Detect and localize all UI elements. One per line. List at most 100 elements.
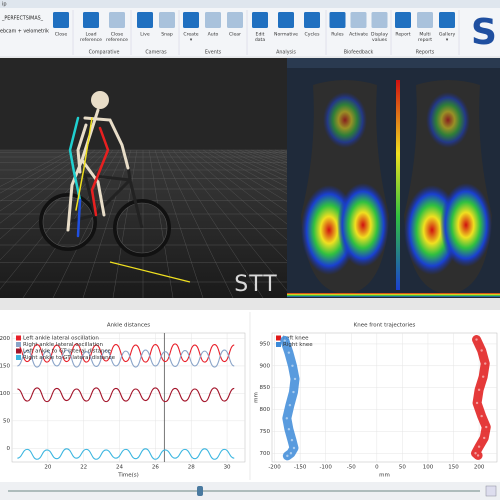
y-tick-label: 50 — [3, 418, 10, 424]
button-label: ▾ — [190, 38, 193, 43]
toolbar-button[interactable] — [137, 12, 153, 28]
logo: S — [471, 12, 497, 53]
button-label: Multi — [419, 32, 430, 38]
button-label: Normative — [274, 32, 298, 38]
speed-button[interactable] — [485, 485, 497, 497]
floor-line — [0, 149, 96, 224]
x-tick-label: 0 — [375, 465, 379, 471]
floor-line — [160, 149, 234, 299]
y-tick-label: 850 — [260, 385, 271, 391]
toolbar-button[interactable] — [53, 12, 69, 28]
legend-label: Left ankle to GT lateral distance — [23, 349, 112, 355]
trajectory-point — [283, 339, 286, 342]
floor-line — [0, 149, 78, 194]
floor-line — [52, 149, 126, 299]
legend-label: Left ankle lateral oscillation — [23, 336, 99, 342]
trajectory-point — [287, 428, 291, 431]
toolbar-button[interactable] — [350, 12, 367, 28]
y-tick-label: 700 — [260, 451, 271, 457]
group-label: Events — [205, 50, 222, 56]
toolbar-button[interactable] — [395, 12, 411, 28]
toolbar-button[interactable] — [159, 12, 175, 28]
toolbar-button[interactable] — [417, 12, 433, 28]
toolbar-groups: Close LoadreferenceClosereferenceComparat… — [53, 10, 460, 56]
button-label: Create — [183, 32, 198, 38]
trajectory-point — [476, 454, 480, 457]
trajectory-point — [291, 364, 294, 367]
toolbar-button[interactable] — [109, 12, 125, 28]
legend-swatch — [276, 342, 281, 347]
trajectory-point — [287, 351, 291, 354]
button-label: ▾ — [446, 38, 449, 43]
trajectory-point — [477, 388, 481, 392]
x-tick-label: 26 — [152, 465, 159, 471]
toolbar-button[interactable] — [371, 12, 388, 28]
trajectory-band — [471, 335, 491, 460]
x-tick-label: 30 — [224, 465, 231, 471]
button-label: Rules — [331, 32, 344, 38]
legend-swatch — [16, 355, 21, 360]
x-tick-label: 150 — [448, 465, 459, 471]
trajectory-point — [292, 446, 296, 450]
toolbar-button[interactable] — [304, 12, 320, 28]
legend-label: Right ankle to GT lateral distance — [23, 355, 116, 361]
toolbar-button[interactable] — [252, 12, 268, 28]
y-tick-label: 200 — [0, 336, 10, 342]
button-label: Auto — [208, 32, 219, 38]
toolbar-button[interactable] — [439, 12, 455, 28]
trajectory-point — [290, 438, 294, 442]
floor-line — [0, 149, 102, 240]
button-label: Load — [85, 32, 96, 38]
button-label: Display — [371, 32, 388, 38]
trajectory-point — [474, 452, 477, 455]
toolbar-button[interactable] — [205, 12, 221, 28]
trajectory-point — [475, 401, 479, 405]
legend-swatch — [16, 348, 21, 354]
floor-line — [148, 149, 174, 299]
timeline-thumb[interactable] — [197, 486, 203, 496]
trajectory-point — [477, 445, 481, 448]
x-tick-label: 20 — [44, 465, 51, 471]
pressure-zone — [426, 92, 470, 148]
y-tick-label: 900 — [260, 363, 271, 369]
floor-line — [0, 149, 90, 212]
legend-swatch — [16, 335, 21, 341]
toolbar-button[interactable] — [227, 12, 243, 28]
y-axis-label: mm — [254, 392, 260, 403]
legend-label: Left knee — [283, 336, 309, 342]
button-label: Clear — [229, 32, 241, 38]
skeleton — [66, 91, 130, 238]
bike-model — [39, 164, 171, 257]
x-tick-label: -150 — [294, 465, 307, 471]
series-line — [17, 349, 235, 368]
title-bar — [0, 0, 500, 8]
series-line — [17, 448, 235, 460]
toolbar-button[interactable] — [329, 12, 346, 28]
button-label: Edit — [256, 32, 265, 38]
viewer-watermark: STT — [234, 272, 277, 297]
button-label: Live — [140, 32, 150, 38]
y-tick-label: 750 — [260, 429, 271, 435]
toolbar-button[interactable] — [183, 12, 199, 28]
group-label: Comparative — [89, 50, 120, 56]
plot-area — [271, 332, 498, 463]
y-tick-label: 950 — [260, 341, 271, 347]
x-tick-label: 28 — [188, 465, 195, 471]
floor-line — [154, 149, 204, 299]
button-label: Report — [395, 32, 410, 38]
trajectory-point — [293, 377, 297, 381]
toolbar-button[interactable] — [83, 12, 99, 28]
window-title: ip — [2, 2, 7, 8]
floor-line — [166, 149, 264, 299]
trajectory-point — [483, 436, 486, 440]
toolbar-button[interactable] — [278, 12, 294, 28]
series-line — [17, 387, 235, 403]
button-label: Close — [111, 32, 124, 38]
trajectory-point — [285, 417, 289, 420]
button-label: Gallery — [439, 32, 456, 38]
trajectory-point — [480, 349, 483, 352]
button-label: Activate — [349, 32, 368, 38]
series-line — [17, 343, 235, 363]
pressure-zone — [440, 183, 492, 267]
